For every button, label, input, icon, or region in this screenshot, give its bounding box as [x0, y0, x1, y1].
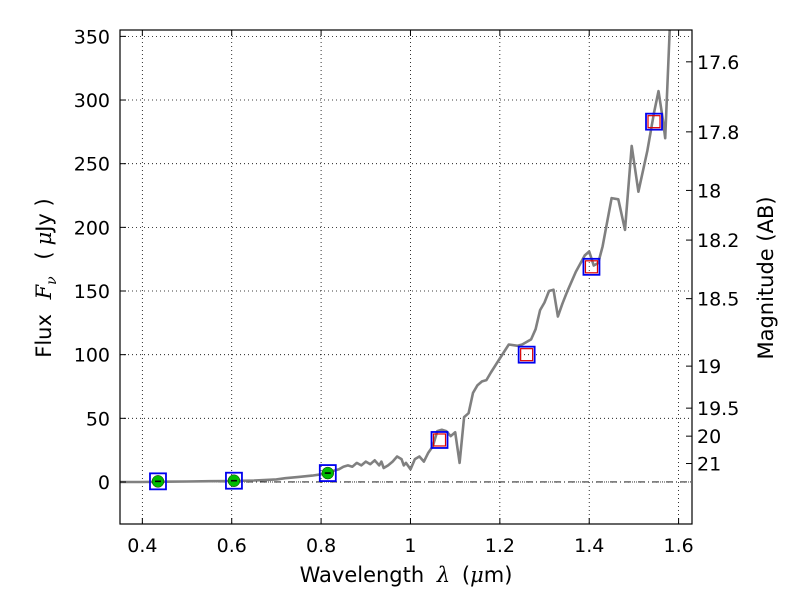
- y-axis-label: Flux Fν (μJy ): [32, 198, 61, 357]
- x-tick-label: 1: [404, 535, 416, 557]
- secondary-y-axis-label: Magnitude (AB): [754, 196, 778, 359]
- model-photometry-marker: [149, 472, 167, 491]
- y2-tick-label: 21: [697, 454, 721, 476]
- model-photometry-marker: [225, 471, 243, 490]
- x-tick-label: 1.2: [485, 535, 515, 557]
- model-photometry-marker: [430, 431, 449, 449]
- axis-ticks: 0.4 0.6 0.8 1 1.2 1.4 1.6 0 50 100 150 200 250 300 350…: [74, 26, 740, 557]
- y-tick-label: 200: [74, 217, 110, 239]
- y2-tick-label: 17.6: [697, 52, 739, 74]
- y2-tick-label: 17.8: [697, 122, 739, 144]
- y-tick-label: 0: [98, 472, 110, 494]
- model-photometry-marker: [645, 112, 663, 131]
- y2-tick-label: 19: [697, 356, 721, 378]
- y-tick-label: 250: [74, 154, 110, 176]
- x-tick-label: 1.6: [663, 535, 693, 557]
- y2-tick-label: 18: [697, 180, 721, 202]
- x-axis-label: Wavelength λ (μm): [300, 563, 513, 587]
- model-photometry-marker: [318, 464, 337, 482]
- y-tick-label: 350: [74, 26, 110, 48]
- model-photometry-marker: [582, 257, 601, 276]
- y2-tick-label: 19.5: [697, 398, 739, 420]
- model-photometry-marker: [517, 345, 536, 364]
- y2-tick-label: 20: [697, 426, 721, 448]
- observed-nir-marker: [584, 260, 599, 274]
- spectrum-line: [120, 29, 671, 484]
- x-tick-label: 0.6: [217, 535, 247, 557]
- y2-tick-label: 18.5: [697, 289, 739, 311]
- y-tick-label: 100: [74, 345, 110, 367]
- y2-tick-label: 18.2: [697, 230, 739, 252]
- y-tick-label: 150: [74, 281, 110, 303]
- series-layer: [120, 29, 671, 491]
- plot-frame: [119, 29, 693, 525]
- y-tick-label: 300: [74, 90, 110, 112]
- observed-nir-marker: [432, 433, 447, 447]
- x-tick-label: 1.4: [574, 535, 604, 557]
- y-tick-label: 50: [86, 408, 110, 430]
- x-tick-label: 0.8: [306, 535, 336, 557]
- observed-nir-marker: [520, 348, 534, 362]
- x-tick-label: 0.4: [127, 535, 157, 557]
- observed-nir-marker: [647, 115, 661, 129]
